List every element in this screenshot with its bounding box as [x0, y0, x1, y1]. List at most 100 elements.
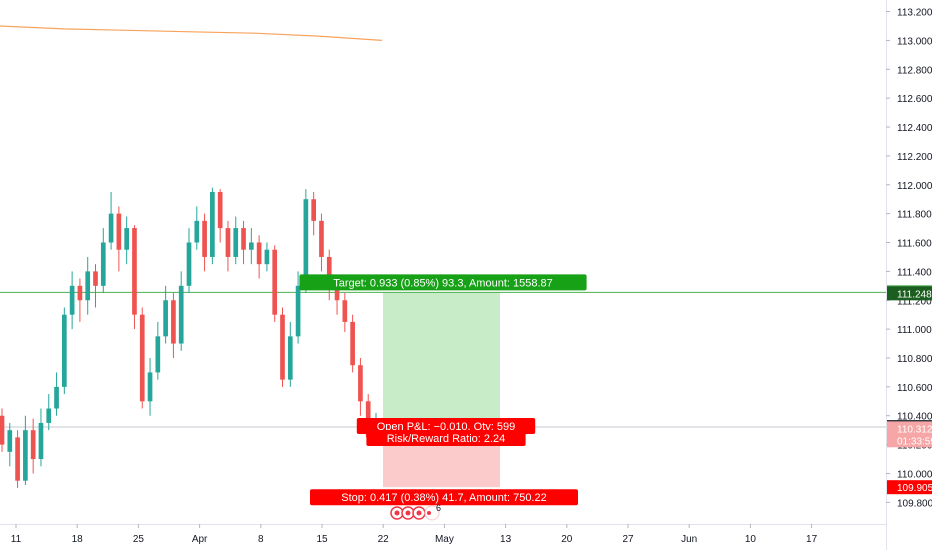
candle-body [124, 228, 130, 250]
candle [69, 271, 75, 330]
candle [202, 213, 207, 272]
moving-average-layer [0, 25, 383, 41]
event-marker-outline[interactable] [424, 505, 440, 521]
price-axis-badge-bg [887, 286, 932, 301]
event-marker[interactable] [390, 506, 404, 520]
candle [194, 206, 200, 250]
candle-body [342, 300, 348, 322]
time-axis[interactable]: 11 18 25 Apr 8 15 22 May 13 20 27 Jun 10 17 [11, 524, 818, 545]
candle [124, 216, 130, 265]
candle-body [319, 220, 324, 257]
time-tick-label: 25 [133, 534, 145, 545]
price-tick-label: 111.000 [897, 325, 932, 336]
candle-body [264, 249, 270, 265]
candle-body [194, 220, 200, 243]
candle-body [233, 228, 239, 257]
price-axis-badge-bg [887, 433, 932, 448]
candle [100, 228, 106, 294]
candle-body [77, 285, 83, 301]
candle-body [210, 191, 215, 257]
price-tick-label: 110.800 [897, 354, 932, 365]
candle-body [132, 228, 137, 315]
candle-body [38, 422, 44, 460]
moving-average-line [0, 25, 383, 41]
time-tick-label: 10 [745, 534, 757, 545]
time-tick-label: 17 [806, 534, 818, 545]
price-tick-label: 111.400 [897, 267, 932, 278]
candle [225, 220, 231, 272]
candle [139, 307, 145, 409]
candle-body [241, 228, 246, 250]
event-marker[interactable] [412, 506, 426, 520]
candle-body [69, 285, 75, 315]
candle-body [23, 430, 28, 481]
risk-reward-label: Risk/Reward Ratio: 2.24 [366, 429, 526, 446]
candle-body [0, 415, 5, 445]
candle-body [46, 408, 52, 423]
target-label: Target: 0.933 (0.85%) 93.3, Amount: 1558… [299, 274, 587, 291]
candle-body [93, 271, 98, 286]
price-tick-label: 112.400 [897, 123, 932, 134]
candle-body [272, 249, 278, 315]
candle [210, 187, 215, 265]
candle-body [85, 271, 91, 301]
event-marker[interactable] [401, 506, 415, 520]
candle-body [155, 336, 161, 373]
candle [241, 220, 246, 265]
price-tick-label: 113.200 [897, 8, 932, 19]
price-tick-label: 110.000 [897, 469, 932, 480]
candle-body [178, 285, 184, 344]
candle [30, 418, 36, 474]
events-count: 6 [436, 503, 441, 513]
time-tick-label: 18 [72, 534, 84, 545]
candle [147, 357, 153, 416]
time-tick-label: 27 [622, 534, 634, 545]
risk-reward-label-bg [366, 429, 526, 446]
candle [132, 225, 137, 330]
candle [23, 415, 28, 486]
time-tick-label: Apr [192, 534, 208, 545]
candle [350, 314, 355, 373]
candle-body [61, 314, 67, 387]
candle [15, 430, 20, 488]
target-zone[interactable] [383, 292, 500, 427]
time-tick-label: 8 [258, 534, 264, 545]
event-marker-small [427, 511, 431, 515]
candle-body [248, 242, 254, 250]
candle [319, 213, 324, 272]
candle [0, 408, 5, 452]
candle [46, 394, 52, 431]
candle [85, 256, 91, 315]
candle-body [303, 199, 309, 286]
candle-body [225, 228, 231, 257]
candles-layer [0, 187, 379, 488]
candle-body [202, 220, 207, 257]
candle-body [116, 213, 122, 250]
candle [264, 242, 270, 272]
time-tick-label: 22 [378, 534, 390, 545]
candle-body [54, 386, 59, 409]
candle [108, 191, 114, 250]
candle-body [217, 191, 223, 229]
candle-body [256, 242, 262, 265]
price-tick-label: 111.200 [897, 296, 932, 307]
event-marker-dot [394, 510, 400, 516]
price-tick-label: 112.800 [897, 65, 932, 76]
events-marker[interactable]: 6 [390, 503, 441, 521]
price-axis-badge: 110.312 [887, 421, 932, 436]
candle-body [171, 300, 176, 344]
candle-body [30, 430, 36, 460]
price-tick-label: 109.800 [897, 498, 932, 509]
candle [7, 422, 13, 467]
candle [272, 245, 278, 322]
candle [233, 216, 239, 265]
stop-label-text: Stop: 0.417 (0.38%) 41.7, Amount: 750.22 [341, 492, 546, 504]
candle [77, 278, 83, 322]
candle-body [287, 336, 293, 380]
stop-label-bg [310, 489, 578, 506]
target-label-text: Target: 0.933 (0.85%) 93.3, Amount: 1558… [333, 277, 553, 289]
price-axis-badge-bg [887, 480, 932, 495]
price-axis[interactable]: 109.800110.000110.200110.400110.600110.8… [886, 0, 932, 524]
